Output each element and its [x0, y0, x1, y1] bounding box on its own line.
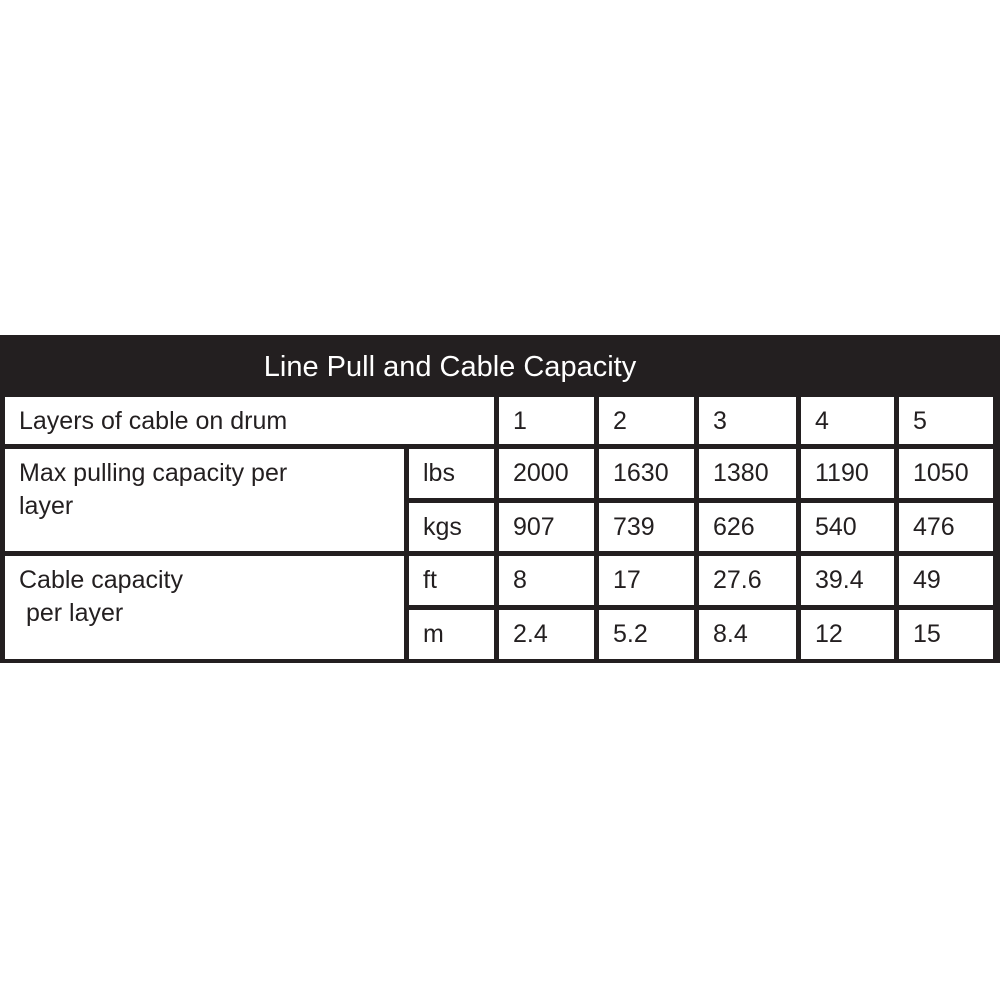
layer-header: 1 — [499, 397, 594, 444]
unit-cell: kgs — [409, 503, 494, 551]
value-cell: 17 — [599, 556, 694, 605]
value-cell: 626 — [699, 503, 796, 551]
value-cell: 12 — [801, 610, 894, 659]
unit-cell: lbs — [409, 449, 494, 498]
table-title: Line Pull and Cable Capacity — [263, 351, 637, 383]
value-cell: 2000 — [499, 449, 594, 498]
row-label: Max pulling capacity per layer — [5, 449, 404, 551]
layer-header: 3 — [699, 397, 796, 444]
value-cell: 907 — [499, 503, 594, 551]
value-cell: 739 — [599, 503, 694, 551]
value-cell: 1050 — [899, 449, 993, 498]
value-cell: 540 — [801, 503, 894, 551]
capacity-table: Line Pull and Cable Capacity Layers of c… — [0, 335, 1000, 663]
value-cell: 1630 — [599, 449, 694, 498]
value-cell: 39.4 — [801, 556, 894, 605]
layer-header: 2 — [599, 397, 694, 444]
value-cell: 1190 — [801, 449, 894, 498]
value-cell: 476 — [899, 503, 993, 551]
value-cell: 15 — [899, 610, 993, 659]
value-cell: 2.4 — [499, 610, 594, 659]
layer-header: 5 — [899, 397, 993, 444]
value-cell: 8 — [499, 556, 594, 605]
value-cell: 1380 — [699, 449, 796, 498]
value-cell: 49 — [899, 556, 993, 605]
table-grid: Layers of cable on drum 1 2 3 4 5 Max pu… — [5, 397, 993, 659]
layer-header: 4 — [801, 397, 894, 444]
unit-cell: m — [409, 610, 494, 659]
header-label: Layers of cable on drum — [5, 397, 494, 444]
unit-cell: ft — [409, 556, 494, 605]
row-label: Cable capacity per layer — [5, 556, 404, 659]
value-cell: 5.2 — [599, 610, 694, 659]
value-cell: 27.6 — [699, 556, 796, 605]
value-cell: 8.4 — [699, 610, 796, 659]
